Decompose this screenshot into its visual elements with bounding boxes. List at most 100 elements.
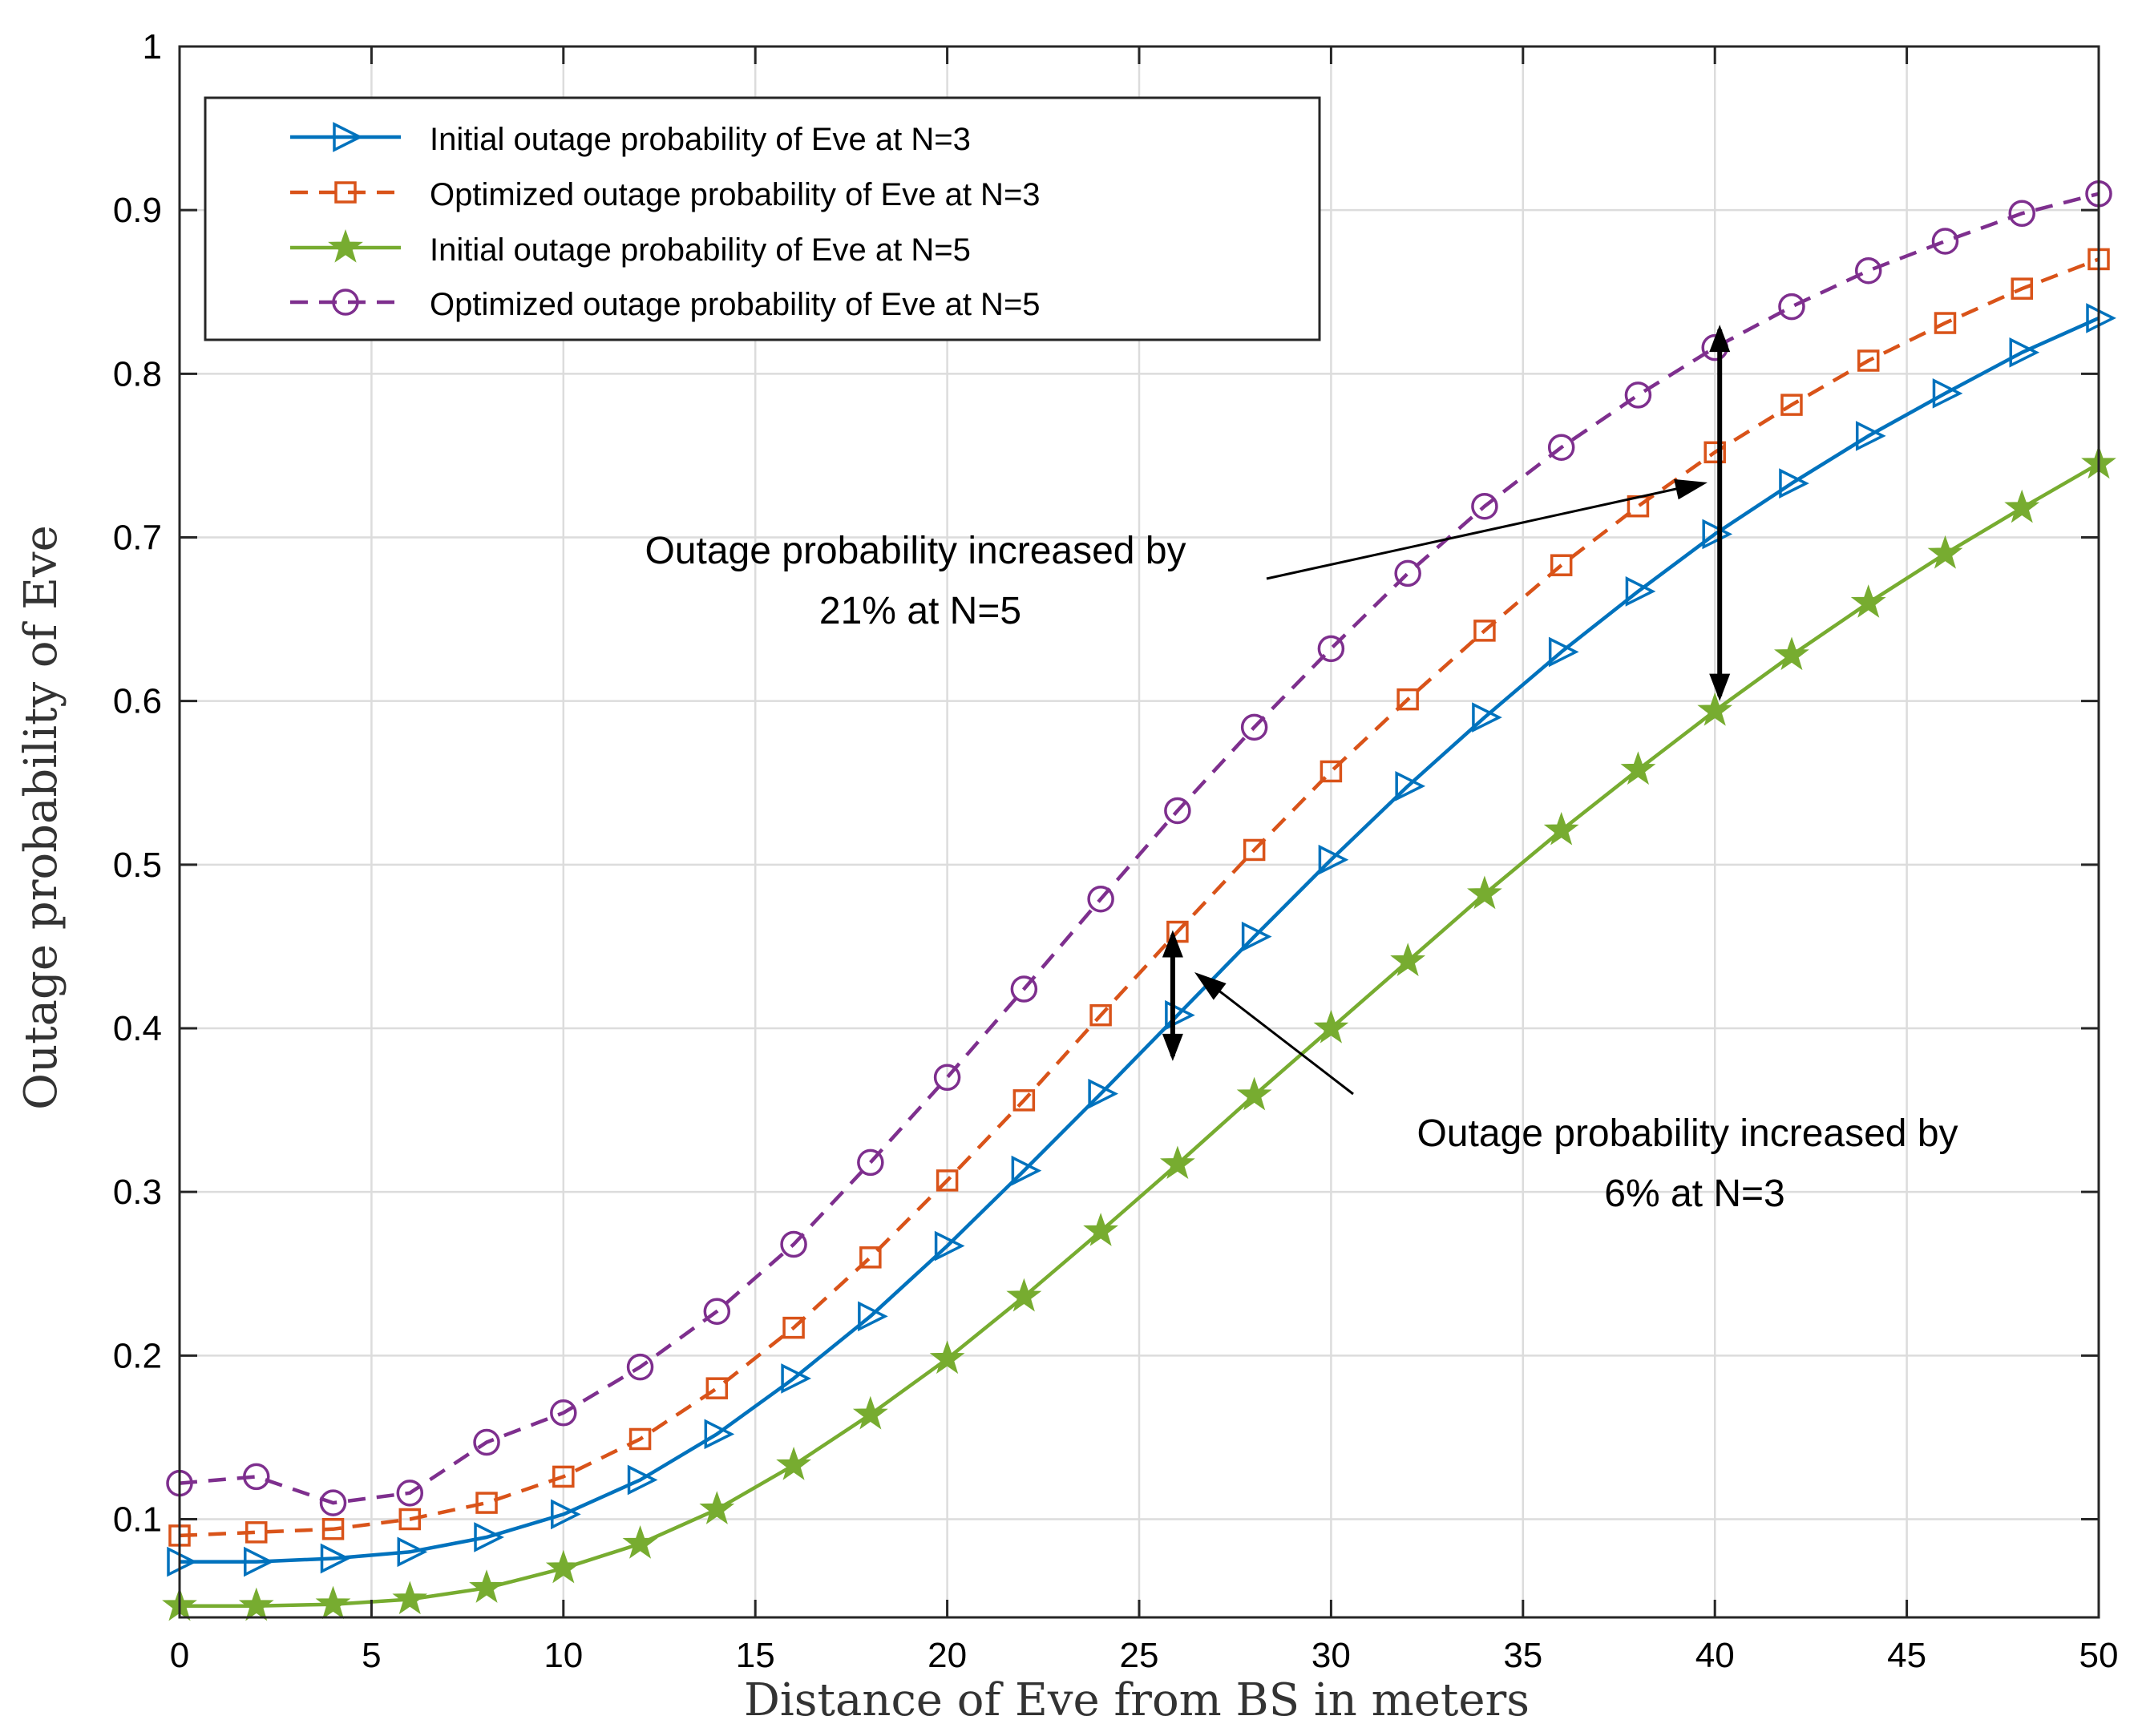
- series-0-point: [320, 1543, 351, 1574]
- legend-label-series-3: Optimized outage probability of Eve at N…: [430, 287, 1041, 322]
- legend: Initial outage probability of Eve at N=3…: [204, 96, 1321, 341]
- series-3-point: [933, 1064, 961, 1091]
- series-2-point: [1313, 1009, 1349, 1044]
- series-0-point: [627, 1464, 658, 1496]
- series-1-point: [782, 1316, 805, 1339]
- series-1-point: [1320, 760, 1343, 783]
- annotation-arrows: [1162, 325, 1731, 1096]
- series-3-point: [703, 1298, 731, 1325]
- series-0-point: [244, 1546, 274, 1577]
- y-tick-label: 1: [143, 27, 162, 67]
- series-2-point: [392, 1581, 428, 1615]
- x-tick-label: 30: [1311, 1636, 1351, 1675]
- y-tick-label: 0.8: [113, 354, 162, 394]
- series-3-point: [243, 1463, 270, 1491]
- series-3-point: [1854, 256, 1882, 285]
- series-1-point: [936, 1169, 959, 1192]
- series-2-point: [545, 1549, 581, 1584]
- series-0-point: [1702, 519, 1733, 550]
- y-tick-label: 0.7: [113, 519, 162, 558]
- series-3-point: [473, 1428, 500, 1456]
- series-0-point: [1011, 1155, 1042, 1186]
- series-1-point: [1780, 394, 1803, 416]
- series-2-point: [1236, 1076, 1272, 1111]
- series-2-point: [1083, 1213, 1119, 1246]
- series-3-point: [550, 1399, 577, 1427]
- series-3-point: [857, 1149, 884, 1177]
- series-1-point: [552, 1465, 575, 1488]
- series-3-point: [1394, 559, 1421, 587]
- arrow-head-up-n3: [1162, 930, 1183, 958]
- pointer-line-n3: [1210, 983, 1354, 1096]
- arrow-head-down-n3: [1162, 1033, 1183, 1061]
- series-3-point: [626, 1353, 654, 1381]
- y-tick-label: 0.1: [113, 1500, 162, 1540]
- y-axis-label: Outage probability of Eve: [15, 525, 67, 1110]
- series-1-point: [1012, 1089, 1036, 1112]
- series-3: [166, 180, 2112, 1516]
- series-2-point: [1620, 751, 1656, 785]
- series-0-point: [474, 1522, 504, 1552]
- arrow-head-up-n5: [1709, 325, 1731, 353]
- legend-marker-series-2: [328, 228, 363, 263]
- series-line-1: [179, 257, 2100, 1538]
- series-3-point: [1087, 885, 1114, 913]
- series-0-point: [1318, 844, 1349, 875]
- y-tick-label: 0.2: [113, 1336, 162, 1375]
- annotation-2-line-1: Outage probability increased by: [1417, 1112, 1958, 1155]
- legend-marker-series-3: [332, 289, 359, 316]
- x-tick-label: 0: [170, 1636, 189, 1675]
- series-2-point: [776, 1447, 812, 1480]
- series-3-point: [319, 1489, 347, 1516]
- y-tick-label: 0.9: [113, 191, 162, 230]
- x-tick-label: 5: [362, 1636, 381, 1675]
- series-3-point: [1317, 635, 1345, 663]
- legend-label-series-2: Initial outage probability of Eve at N=5: [430, 232, 971, 268]
- series-1-point: [1243, 838, 1266, 862]
- series-2-point: [1697, 692, 1733, 726]
- series-2-point: [929, 1340, 965, 1375]
- series-2-point: [315, 1585, 351, 1620]
- series-1-point: [1550, 554, 1573, 576]
- arrow-head-down-n5: [1709, 673, 1731, 701]
- pointer-head-n3: [1194, 972, 1227, 1000]
- series-0-point: [781, 1363, 811, 1394]
- series-1-point: [1473, 620, 1496, 642]
- ticks: [178, 45, 2100, 1617]
- series-2-point: [469, 1569, 505, 1603]
- x-tick-label: 15: [736, 1636, 775, 1675]
- pointer-head-n5: [1674, 478, 1708, 500]
- series-0-point: [1779, 468, 1809, 499]
- legend-label-series-0: Initial outage probability of Eve at N=3: [430, 122, 971, 157]
- y-tick-label: 0.3: [113, 1173, 162, 1212]
- series-1-point: [1704, 441, 1726, 464]
- series-3-point: [1471, 492, 1498, 520]
- legend-marker-series-1: [334, 181, 357, 204]
- series-1-point: [705, 1377, 729, 1399]
- series-0: [167, 303, 2116, 1577]
- annotation-1-line-2: 21% at N=5: [819, 590, 1021, 632]
- series-2-point: [622, 1525, 658, 1559]
- y-tick-label: 0.4: [113, 1009, 162, 1048]
- legend-marker-series-0: [333, 122, 363, 152]
- series-2-point: [1774, 636, 1809, 671]
- series-0-point: [397, 1536, 428, 1568]
- series-layer: [162, 180, 2116, 1621]
- pointer-line-n5: [1266, 486, 1684, 580]
- series-1-point: [628, 1427, 652, 1451]
- series-0-point: [1088, 1078, 1119, 1109]
- series-1: [168, 248, 2110, 1547]
- legend-samples: [290, 122, 401, 316]
- x-tick-label: 50: [2079, 1636, 2119, 1675]
- x-tick-label: 45: [1887, 1636, 1926, 1675]
- annotation-1-line-1: Outage probability increased by: [645, 530, 1186, 572]
- series-0-point: [1932, 378, 1963, 409]
- series-0-point: [1395, 771, 1426, 801]
- series-2-point: [1927, 535, 1963, 569]
- series-2-point: [1159, 1145, 1195, 1180]
- series-1-point: [1166, 920, 1189, 943]
- y-tick-label: 0.5: [113, 846, 162, 885]
- series-2-point: [1467, 875, 1502, 910]
- series-1-point: [2011, 277, 2033, 300]
